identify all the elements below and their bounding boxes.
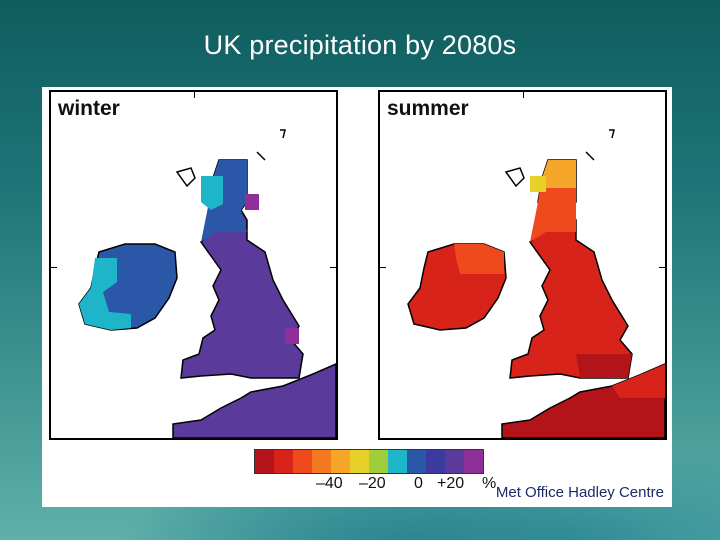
legend-unit: % bbox=[482, 475, 497, 492]
east-anglia-cell bbox=[285, 328, 299, 344]
east-scotland-cell bbox=[245, 194, 259, 210]
legend-swatch bbox=[388, 450, 407, 473]
europe-north-cells bbox=[612, 364, 665, 398]
axis-tick bbox=[378, 267, 386, 268]
winter-label: winter bbox=[58, 97, 120, 120]
island-outline bbox=[280, 129, 286, 139]
legend-label: +20 bbox=[437, 475, 465, 492]
south-england-region bbox=[576, 354, 632, 378]
legend-label: –20 bbox=[359, 475, 386, 492]
legend-swatch bbox=[255, 450, 274, 473]
legend-swatch bbox=[274, 450, 293, 473]
legend-swatch bbox=[312, 450, 331, 473]
legend-tick-labels: –40 –20 0 +20 % bbox=[254, 475, 496, 495]
legend-swatch bbox=[293, 450, 312, 473]
legend-label: 0 bbox=[414, 475, 423, 492]
winter-map bbox=[78, 129, 336, 438]
slide-title: UK precipitation by 2080s bbox=[203, 30, 517, 60]
legend-swatch bbox=[369, 450, 388, 473]
legend-swatch bbox=[331, 450, 350, 473]
europe-coast-region bbox=[172, 363, 336, 438]
winter-map-panel: winter bbox=[49, 90, 338, 440]
highlands-cell bbox=[530, 176, 546, 192]
summer-map bbox=[407, 129, 665, 438]
axis-tick bbox=[194, 90, 195, 98]
island-outline bbox=[585, 151, 595, 161]
highlands-region bbox=[201, 176, 223, 210]
axis-tick bbox=[49, 267, 57, 268]
axis-tick bbox=[659, 267, 667, 268]
island-outline bbox=[504, 167, 525, 188]
island-outline bbox=[609, 129, 615, 139]
axis-tick bbox=[330, 267, 338, 268]
great-britain-region bbox=[509, 159, 633, 379]
west-ireland-region bbox=[79, 258, 131, 330]
legend-swatch bbox=[464, 450, 483, 473]
credit-text: Met Office Hadley Centre bbox=[495, 484, 664, 501]
north-scotland-region bbox=[540, 160, 576, 188]
legend-swatch bbox=[426, 450, 445, 473]
north-ireland-region bbox=[454, 244, 504, 274]
legend-swatch bbox=[350, 450, 369, 473]
scotland-region bbox=[530, 188, 576, 242]
legend-swatch bbox=[407, 450, 426, 473]
island-outline bbox=[256, 151, 266, 161]
figure-panel: winter summer bbox=[42, 87, 672, 507]
summer-map-panel: summer bbox=[378, 90, 667, 440]
legend-swatch bbox=[445, 450, 464, 473]
scotland-region bbox=[201, 160, 247, 242]
summer-label: summer bbox=[387, 97, 469, 120]
great-britain-region bbox=[180, 159, 304, 379]
axis-tick bbox=[523, 90, 524, 98]
color-legend bbox=[254, 449, 484, 474]
legend-label: –40 bbox=[316, 475, 343, 492]
island-outline bbox=[175, 167, 196, 188]
